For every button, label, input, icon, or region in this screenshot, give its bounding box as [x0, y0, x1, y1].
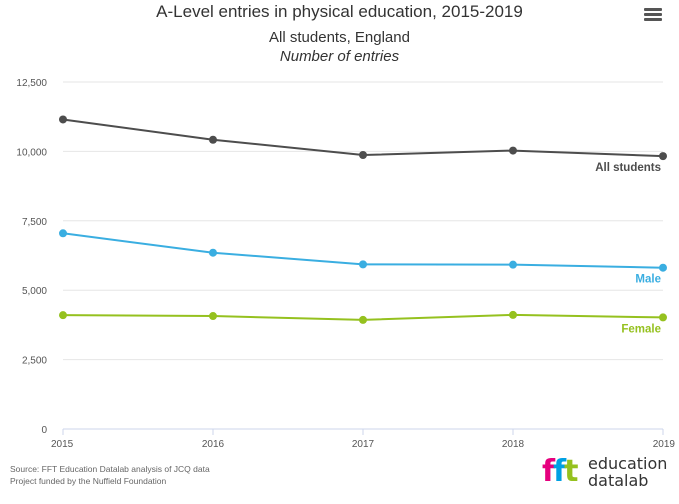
data-point — [209, 135, 217, 144]
y-tick-label: 0 — [41, 425, 47, 436]
data-point — [209, 312, 217, 321]
data-point — [59, 115, 67, 124]
menu-bar — [644, 13, 662, 16]
x-tick-label: 2017 — [352, 439, 375, 450]
series-label: All students — [595, 162, 661, 174]
logo-word-datalab: datalab — [588, 471, 649, 490]
x-tick-label: 2018 — [502, 439, 525, 450]
data-point — [659, 263, 667, 272]
data-point — [359, 315, 367, 324]
x-tick-label: 2016 — [202, 439, 225, 450]
y-tick-label: 5,000 — [22, 286, 47, 297]
data-point — [59, 229, 67, 238]
y-tick-label: 10,000 — [16, 147, 47, 158]
source-note: Source: FFT Education Datalab analysis o… — [10, 463, 210, 487]
series-line — [62, 118, 664, 158]
logo-word-education: education — [588, 454, 668, 473]
funding-line: Project funded by the Nuffield Foundatio… — [10, 476, 167, 486]
x-tick-label: 2019 — [653, 439, 676, 450]
hamburger-menu-icon[interactable] — [644, 8, 662, 22]
series-label: Male — [635, 274, 661, 286]
chart-subtitle: All students, England — [269, 29, 410, 46]
data-point — [509, 310, 517, 319]
data-point — [659, 313, 667, 322]
source-line: Source: FFT Education Datalab analysis o… — [10, 464, 210, 474]
data-point — [59, 311, 67, 320]
series-label: Female — [621, 323, 661, 335]
chart-units-subtitle: Number of entries — [279, 48, 400, 65]
y-tick-label: 7,500 — [22, 217, 47, 228]
menu-bar — [644, 18, 662, 21]
data-point — [509, 260, 517, 269]
x-tick-label: 2015 — [51, 439, 74, 450]
y-tick-label: 12,500 — [16, 78, 47, 89]
chart-title: A-Level entries in physical education, 2… — [156, 2, 523, 21]
data-point — [359, 151, 367, 160]
data-point — [209, 248, 217, 257]
data-point — [659, 152, 667, 161]
data-point — [509, 146, 517, 155]
data-point — [359, 260, 367, 269]
logo-text: education datalab — [588, 455, 667, 489]
y-tick-label: 2,500 — [22, 356, 47, 367]
menu-bar — [644, 8, 662, 11]
fft-education-datalab-logo: fft education datalab — [542, 455, 674, 491]
fft-logo-mark-icon: fft — [542, 454, 579, 489]
